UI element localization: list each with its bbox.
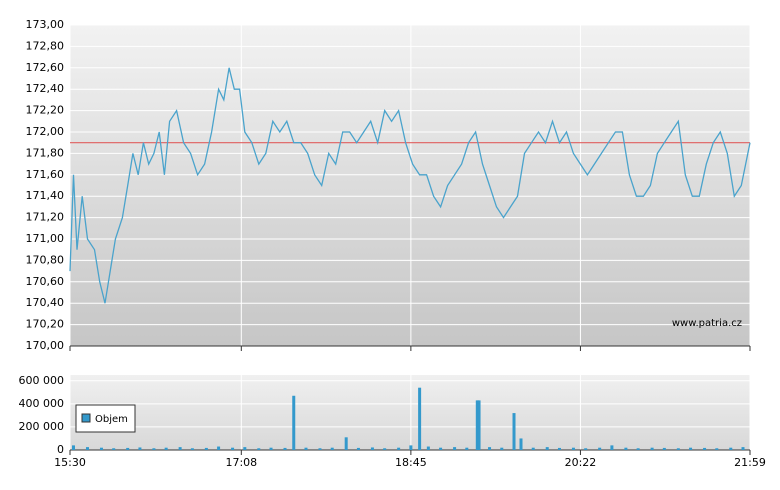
y-tick-label: 170,80: [26, 253, 65, 266]
y-tick-label: 172,20: [26, 104, 65, 117]
volume-bar: [217, 446, 221, 450]
volume-bar: [126, 447, 130, 450]
legend-label: Objem: [95, 414, 128, 425]
y-tick-label: 200 000: [19, 420, 65, 433]
volume-bar: [477, 400, 481, 450]
x-tick-label: 21:59: [734, 456, 766, 469]
y-tick-label: 171,60: [26, 168, 65, 181]
y-tick-label: 171,00: [26, 232, 65, 245]
volume-bar: [519, 438, 523, 450]
volume-bar: [164, 447, 168, 450]
volume-bar: [178, 447, 182, 450]
volume-bar: [418, 387, 422, 450]
volume-bar: [85, 447, 89, 450]
volume-bar: [624, 447, 628, 450]
volume-bar: [531, 447, 535, 450]
volume-bar: [204, 447, 208, 450]
price-line: [69, 67, 751, 304]
volume-bar: [571, 447, 575, 450]
x-tick-label: 17:08: [225, 456, 257, 469]
volume-panel: [70, 375, 750, 450]
y-tick-label: 172,00: [26, 125, 65, 138]
volume-bar: [71, 445, 75, 450]
volume-bar: [689, 447, 693, 450]
watermark: www.patria.cz: [672, 318, 742, 329]
volume-bar: [112, 448, 116, 450]
volume-bar: [512, 413, 516, 450]
y-tick-label: 172,40: [26, 82, 65, 95]
volume-bar: [439, 447, 443, 450]
y-tick-label: 173,00: [26, 18, 65, 31]
volume-bar: [152, 448, 156, 450]
volume-bar: [99, 447, 103, 450]
volume-bar: [304, 447, 308, 450]
y-tick-label: 171,80: [26, 146, 65, 159]
x-tick-label: 15:30: [54, 456, 86, 469]
y-tick-label: 0: [57, 443, 64, 456]
x-tick-label: 18:45: [395, 456, 427, 469]
volume-bar: [636, 448, 640, 450]
volume-bar: [138, 447, 142, 450]
legend-swatch: [81, 413, 91, 423]
volume-bar: [662, 447, 666, 450]
y-tick-label: 172,60: [26, 61, 65, 74]
volume-bar: [231, 447, 235, 450]
x-tick-label: 20:22: [565, 456, 597, 469]
volume-bar: [729, 447, 733, 450]
y-tick-label: 170,00: [26, 339, 65, 352]
volume-bar: [383, 448, 387, 450]
volume-bar: [741, 447, 745, 450]
volume-bar: [676, 448, 680, 450]
volume-bar: [330, 447, 334, 450]
volume-bar: [598, 447, 602, 450]
y-tick-label: 170,40: [26, 296, 65, 309]
volume-bar: [557, 447, 561, 450]
volume-bar: [500, 447, 504, 450]
volume-bar: [453, 447, 457, 450]
y-tick-label: 400 000: [19, 397, 65, 410]
volume-bar: [356, 447, 360, 450]
volume-bar: [475, 400, 479, 450]
volume-bar: [715, 448, 719, 450]
y-tick-label: 170,20: [26, 318, 65, 331]
volume-bar: [409, 445, 413, 450]
volume-bar: [370, 447, 374, 450]
volume-bar: [650, 447, 654, 450]
y-tick-label: 171,20: [26, 211, 65, 224]
volume-bar: [318, 448, 322, 450]
volume-bar: [426, 446, 430, 450]
volume-bar: [584, 448, 588, 450]
volume-bar: [465, 447, 469, 450]
price-panel: [70, 25, 750, 346]
volume-bar: [190, 448, 194, 450]
volume-bar: [269, 447, 273, 450]
y-tick-label: 170,60: [26, 275, 65, 288]
y-tick-label: 172,80: [26, 39, 65, 52]
volume-bar: [545, 447, 549, 450]
volume-bar: [610, 445, 614, 450]
volume-bar: [397, 447, 401, 450]
volume-bar: [257, 448, 261, 450]
y-tick-label: 171,40: [26, 189, 65, 202]
volume-bar: [292, 395, 296, 450]
volume-bar: [488, 447, 492, 450]
volume-bar: [344, 437, 348, 450]
volume-bar: [283, 447, 287, 450]
y-tick-label: 600 000: [19, 374, 65, 387]
volume-bar: [703, 447, 707, 450]
volume-bar: [243, 447, 247, 450]
